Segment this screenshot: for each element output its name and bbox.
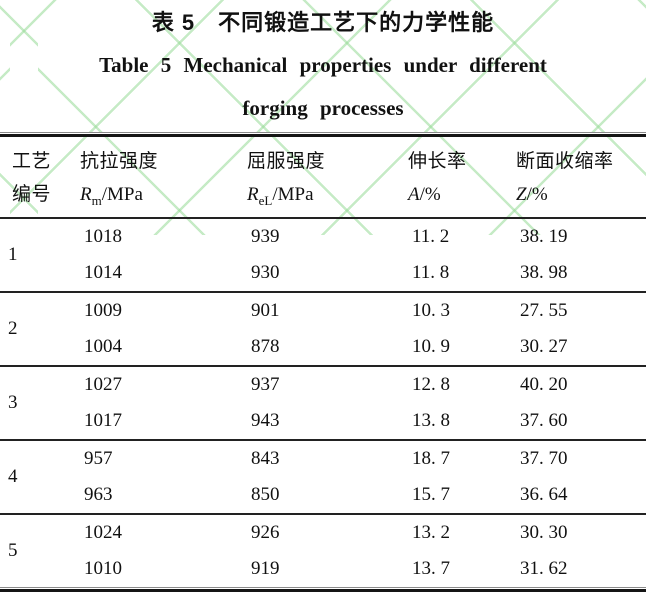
cell-a: 11. 8 (412, 262, 450, 283)
cell-a: 13. 2 (412, 522, 450, 543)
cell-rm: 957 (84, 448, 113, 469)
cell-z: 37. 70 (520, 448, 568, 469)
cell-rel: 843 (251, 448, 280, 469)
table-bottom-rule (0, 587, 646, 592)
cell-rm: 1010 (84, 558, 122, 579)
cell-rel: 878 (251, 336, 280, 357)
cell-rm: 1018 (84, 226, 122, 247)
cell-z: 30. 30 (520, 522, 568, 543)
cell-rm: 1009 (84, 300, 122, 321)
cell-rm: 1017 (84, 410, 122, 431)
process-number: 1 (8, 244, 18, 265)
group-separator-rule (0, 513, 646, 515)
cell-rm: 1004 (84, 336, 122, 357)
process-group-3: 3 1027 937 12. 8 40. 20 1017 943 13. 8 3… (0, 367, 646, 441)
header-elongation: 伸长率 A/% (408, 151, 467, 205)
cell-z: 40. 20 (520, 374, 568, 395)
process-group-1: 1 1018 939 11. 2 38. 19 1014 930 11. 8 3… (0, 219, 646, 293)
process-number: 5 (8, 540, 18, 561)
cell-rel: 939 (251, 226, 280, 247)
cell-a: 13. 7 (412, 558, 450, 579)
cell-z: 27. 55 (520, 300, 568, 321)
cell-z: 31. 62 (520, 558, 568, 579)
header-process-number: 工艺 编号 (12, 151, 52, 205)
table-caption-english-line2: forging processes (242, 96, 404, 120)
header-tensile-strength: 抗拉强度 Rm/MPa (80, 151, 159, 208)
group-separator-rule (0, 291, 646, 293)
group-separator-rule (0, 439, 646, 441)
cell-z: 38. 98 (520, 262, 568, 283)
cell-z: 30. 27 (520, 336, 568, 357)
cell-rel: 919 (251, 558, 280, 579)
cell-rel: 850 (251, 484, 280, 505)
cell-a: 11. 2 (412, 226, 450, 247)
process-number: 4 (8, 466, 18, 487)
cell-rel: 943 (251, 410, 280, 431)
cell-rm: 1027 (84, 374, 122, 395)
table-caption-chinese: 表 5 不同锻造工艺下的力学性能 (151, 10, 495, 35)
cell-rel: 930 (251, 262, 280, 283)
cell-rel: 901 (251, 300, 280, 321)
process-group-2: 2 1009 901 10. 3 27. 55 1004 878 10. 9 3… (0, 293, 646, 367)
cell-z: 36. 64 (520, 484, 568, 505)
cell-a: 15. 7 (412, 484, 450, 505)
process-number: 2 (8, 318, 18, 339)
cell-a: 18. 7 (412, 448, 450, 469)
cell-z: 37. 60 (520, 410, 568, 431)
cell-rm: 1014 (84, 262, 122, 283)
cell-a: 13. 8 (412, 410, 450, 431)
cell-a: 12. 8 (412, 374, 450, 395)
table-caption-english-line1: Table 5 Mechanical properties under diff… (99, 53, 547, 77)
process-group-5: 5 1024 926 13. 2 30. 30 1010 919 13. 7 3… (0, 515, 646, 592)
group-separator-rule (0, 365, 646, 367)
process-number: 3 (8, 392, 18, 413)
cell-a: 10. 9 (412, 336, 450, 357)
cell-z: 38. 19 (520, 226, 568, 247)
cell-rm: 963 (84, 484, 113, 505)
process-group-4: 4 957 843 18. 7 37. 70 963 850 15. 7 36.… (0, 441, 646, 515)
cell-rel: 937 (251, 374, 280, 395)
table-header-row: 工艺 编号 抗拉强度 Rm/MPa 屈服强度 ReL/MPa 伸长率 A/% 断… (0, 137, 646, 217)
header-reduction-of-area: 断面收缩率 Z/% (516, 151, 614, 205)
header-yield-strength: 屈服强度 ReL/MPa (247, 151, 326, 208)
cell-rm: 1024 (84, 522, 122, 543)
cell-a: 10. 3 (412, 300, 450, 321)
cell-rel: 926 (251, 522, 280, 543)
